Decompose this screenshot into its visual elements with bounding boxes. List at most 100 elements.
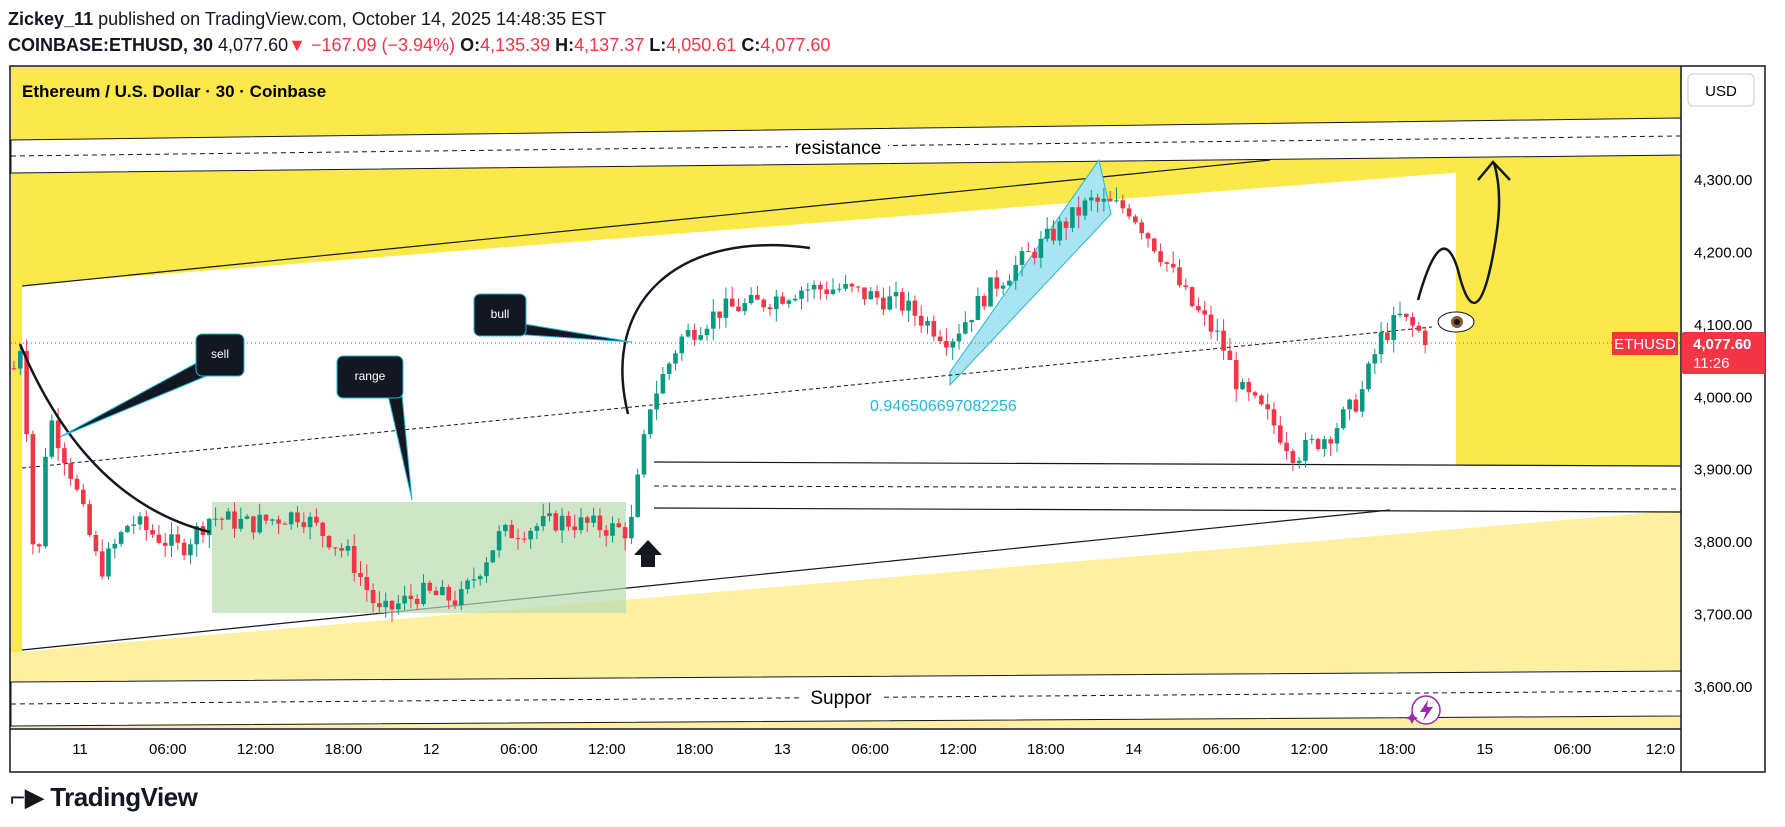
candle-body (1397, 313, 1403, 316)
candle-body (1410, 316, 1415, 326)
candle-body (654, 393, 659, 410)
candle-body (383, 600, 388, 608)
candle-body (1372, 354, 1378, 364)
candle-body (1315, 439, 1321, 450)
candle-body (660, 374, 666, 394)
tradingview-brand: TradingView (50, 782, 198, 812)
candle-body (389, 600, 395, 610)
candle-body (1032, 251, 1037, 258)
candle-body (837, 288, 842, 290)
time-axis-tick: 15 (1476, 741, 1493, 758)
time-axis-tick: 18:00 (676, 741, 714, 758)
up-arrow-icon (634, 540, 662, 567)
candle-body (843, 283, 848, 289)
candle-body (931, 321, 937, 337)
lightning-icon[interactable] (1406, 695, 1441, 725)
candle-body (1359, 389, 1365, 412)
candle-body (1177, 267, 1182, 286)
candle-body (547, 513, 552, 517)
price-axis[interactable]: 4,300.00 4,200.00 4,100.00 4,000.00 3,900.00… (1694, 172, 1752, 696)
candle-body (1385, 332, 1390, 341)
candle-body (792, 298, 798, 301)
candle-body (981, 295, 987, 307)
candle-body (742, 303, 748, 312)
candle-body (496, 531, 502, 551)
candle-body (704, 328, 710, 336)
candle-body (937, 336, 943, 342)
candle-body (849, 283, 855, 287)
candle-body (87, 504, 92, 535)
support-label: Suppor (810, 688, 872, 709)
price-tag (1682, 332, 1765, 374)
candle-body (49, 420, 55, 457)
candle-body (755, 294, 760, 300)
close-label: C: (741, 35, 761, 55)
candle-body (855, 286, 861, 288)
author-name[interactable]: Zickey_11 (8, 9, 94, 29)
candle-body (1246, 381, 1252, 393)
candle-body (150, 529, 155, 535)
price-axis-tick: 4,200.00 (1694, 244, 1752, 261)
candle-body (93, 534, 99, 552)
candle-body (1328, 439, 1333, 444)
candle-body (421, 582, 426, 605)
candle-body (906, 300, 911, 311)
fib-value-label: 0.946506697082256 (870, 398, 1017, 415)
candle-body (465, 580, 470, 590)
high-label: H: (555, 35, 575, 55)
candle-body (1000, 285, 1006, 289)
candle-body (1227, 350, 1233, 360)
candle-body (288, 512, 294, 525)
left-edge-bar (11, 286, 22, 652)
candle-body (162, 542, 168, 546)
currency-button[interactable] (1687, 73, 1755, 107)
candle-body (1183, 285, 1189, 288)
close-value: 4,077.60 (760, 35, 831, 55)
candle-body (43, 456, 48, 547)
candle-body (578, 517, 584, 531)
candle-body (1202, 310, 1207, 315)
time-axis-tick: 06:00 (1203, 741, 1241, 758)
tradingview-logo[interactable]: ⌐▶ TradingView (10, 782, 198, 813)
candle-body (490, 550, 496, 563)
tradingview-logo-icon: ⌐▶ (10, 782, 45, 812)
time-axis-tick: 11 (72, 741, 88, 758)
candle-body (1051, 228, 1056, 241)
candle-body (597, 515, 603, 531)
time-axis[interactable]: 11 06:00 12:00 18:00 12 06:00 12:00 18:00 13 06:0… (72, 741, 1675, 758)
candle-body (540, 516, 546, 527)
candle-body (219, 518, 225, 520)
candle-body (314, 516, 319, 523)
candle-body (944, 341, 949, 348)
price-tag-value: 4,077.60 (1693, 336, 1751, 353)
candle-body (698, 335, 703, 340)
candle-body (301, 522, 307, 528)
candle-body (1347, 399, 1352, 410)
candle-body (207, 518, 212, 536)
candle-body (1170, 263, 1176, 268)
candle-body (1404, 313, 1409, 317)
candle-body (339, 548, 344, 551)
time-axis-tick: 06:00 (149, 741, 187, 758)
sell-callout-label: sell (211, 347, 229, 361)
candle-body (194, 526, 199, 545)
candle-body (414, 599, 420, 605)
candle-body (112, 543, 118, 549)
candle-body (1164, 262, 1170, 264)
candle-body (452, 600, 458, 605)
candle-body (99, 551, 105, 577)
trend-dashed-line (21, 326, 1433, 469)
chart-header: Zickey_11 published on TradingView.com, … (8, 6, 830, 58)
time-axis-tick: 14 (1125, 741, 1142, 758)
candle-body (1215, 330, 1220, 332)
candle-body (118, 532, 124, 544)
candle-body (238, 518, 244, 529)
candle-body (263, 514, 269, 521)
candle-body (830, 289, 836, 294)
projection-path (1416, 162, 1501, 305)
price-change: ▼ −167.09 (−3.94%) (288, 35, 456, 55)
candle-body (534, 526, 540, 531)
candle-body (1076, 207, 1081, 216)
range-callout (336, 355, 404, 399)
